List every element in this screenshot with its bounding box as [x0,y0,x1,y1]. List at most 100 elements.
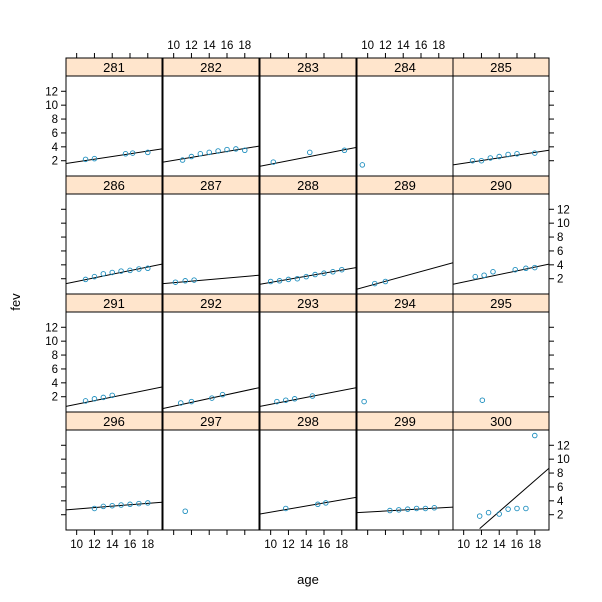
panel-284: 284 [356,57,454,177]
data-point [339,266,345,273]
data-point [182,508,188,515]
data-point [206,149,212,156]
strip-label: 292 [200,296,222,311]
panel-frame [356,193,454,295]
x-tick-label: 16 [415,40,428,52]
regression-line [479,467,549,529]
data-point [359,162,366,168]
data-point [91,505,98,512]
data-point [224,146,230,153]
strip-label: 289 [394,178,416,193]
data-point [82,276,89,283]
data-point [179,157,186,163]
data-point [283,505,289,512]
x-tick-label: 12 [379,40,392,52]
x-tick-label: 12 [88,539,101,551]
strip-label: 286 [103,178,125,193]
strip-label: 294 [394,296,416,311]
regression-line [66,148,162,164]
panel-285: 285 [452,57,550,177]
data-point [330,269,336,275]
data-point [341,147,348,154]
panel-290: 290 [452,175,550,295]
panel-297: 297 [162,411,260,531]
data-point [91,273,98,280]
x-tick-label: 12 [282,539,295,551]
x-tick-label: 10 [361,40,374,52]
data-point [505,506,511,512]
x-axis-title: age [297,572,319,587]
strip-label: 283 [297,60,319,75]
data-point [478,157,485,164]
panel-frame [65,193,163,295]
strip-label: 284 [394,60,416,75]
x-tick-label: 16 [221,40,234,52]
strip-label: 300 [490,414,512,429]
panel-plot [479,397,486,403]
data-point [136,500,142,507]
panel-plot [359,162,366,168]
data-point [188,153,195,160]
data-point [127,267,133,274]
y-axis-title: fev [8,293,23,311]
panel-plot [357,505,453,514]
y-tick-label: 10 [557,454,570,466]
data-point [523,505,529,512]
data-point [514,151,520,157]
data-point [387,507,393,514]
y-tick-label: 10 [45,336,58,348]
data-point [476,513,483,519]
panel-plot [66,386,162,407]
y-tick-label: 12 [557,204,570,216]
data-point [270,159,277,165]
data-point [413,505,420,512]
panel-plot [66,148,162,164]
panel-plot [260,266,356,285]
y-tick-label: 8 [52,350,58,362]
data-point [118,268,124,274]
data-point [233,146,239,152]
panel-frame [452,75,550,177]
y-tick-label: 4 [52,142,59,154]
strip-label: 290 [490,178,512,193]
strip-label: 298 [297,414,319,429]
data-point [487,155,494,161]
panel-plot [260,387,356,407]
strip-label: 287 [200,178,222,193]
axes: 10 12 14 16 18 10 12 14 16 18 10 12 14 16 18 10 12 14 16 18… [45,40,570,551]
y-tick-label: 4 [557,496,564,508]
data-point [285,276,292,283]
strip-label: 296 [103,414,125,429]
data-point [303,273,309,280]
panel-300: 300 [452,411,550,531]
y-tick-label: 10 [557,218,570,230]
x-tick-label: 10 [70,539,83,551]
x-tick-label: 18 [335,539,348,551]
panel-287: 287 [162,175,260,295]
panel-plot [476,432,549,529]
panel-293: 293 [259,293,357,413]
panel-plot [163,387,259,410]
data-point [361,398,367,405]
panel-frame [452,311,550,413]
y-tick-label: 8 [557,232,563,244]
data-point [485,509,492,516]
data-point [505,151,511,158]
data-point [219,391,226,398]
data-point [122,151,129,157]
data-point [242,147,248,154]
data-point [118,502,124,508]
y-tick-label: 4 [557,260,564,272]
data-point [276,278,283,284]
data-point [307,149,313,156]
panel-296: 296 [65,411,163,531]
x-tick-label: 14 [300,539,313,551]
regression-line [260,496,356,515]
panel-frame [452,193,550,295]
y-tick-label: 12 [557,440,570,452]
y-tick-label: 12 [45,86,58,98]
x-tick-label: 10 [457,539,470,551]
data-point [372,280,378,287]
x-tick-label: 16 [124,539,137,551]
